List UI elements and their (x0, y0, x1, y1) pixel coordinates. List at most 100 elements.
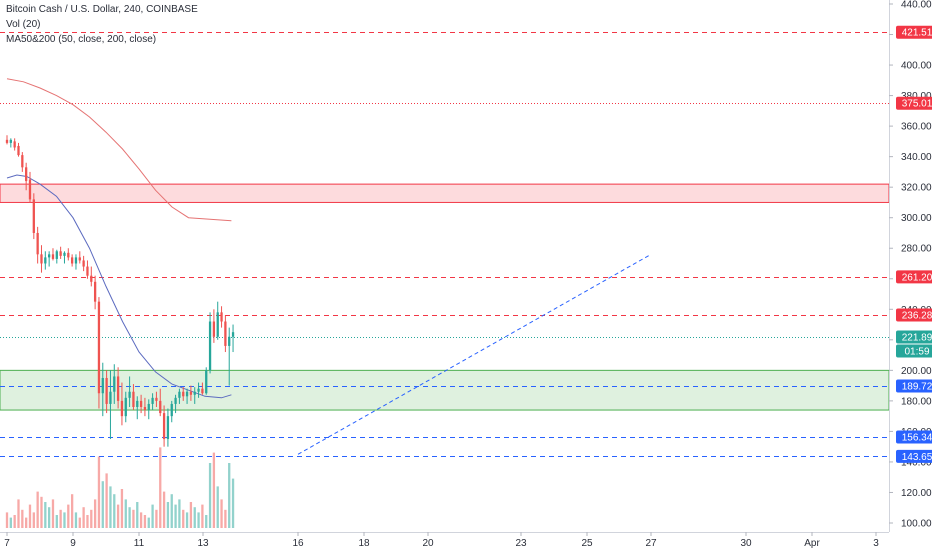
volume-bar[interactable] (40, 496, 43, 528)
volume-bar[interactable] (90, 509, 93, 528)
candle[interactable] (216, 312, 219, 337)
candle[interactable] (201, 388, 204, 394)
volume-bar[interactable] (216, 486, 219, 528)
candle[interactable] (208, 321, 212, 371)
candle[interactable] (166, 416, 170, 440)
candle[interactable] (159, 400, 162, 414)
resistance-zone[interactable] (0, 183, 890, 203)
volume-bar[interactable] (13, 515, 16, 528)
candle[interactable] (155, 397, 158, 401)
volume-bar[interactable] (63, 512, 66, 528)
volume-bar[interactable] (59, 509, 62, 528)
volume-bar[interactable] (93, 499, 97, 528)
volume-bar[interactable] (185, 512, 189, 528)
volume-bar[interactable] (139, 512, 143, 528)
volume-bar[interactable] (47, 507, 51, 528)
candle[interactable] (170, 403, 173, 417)
candle[interactable] (143, 406, 147, 411)
volume-bar[interactable] (124, 499, 127, 528)
volume-bar[interactable] (132, 509, 135, 528)
candle[interactable] (116, 376, 120, 401)
volume-bar[interactable] (105, 473, 108, 528)
ma50-line[interactable] (6, 174, 232, 399)
volume-bar[interactable] (113, 494, 116, 528)
volume-bar[interactable] (28, 504, 32, 528)
candle[interactable] (105, 377, 108, 404)
candle[interactable] (205, 370, 208, 394)
candle[interactable] (44, 257, 47, 264)
candle[interactable] (51, 254, 55, 259)
volume-bar[interactable] (147, 517, 150, 528)
volume-bar[interactable] (162, 491, 166, 528)
candle[interactable] (109, 391, 112, 404)
candle[interactable] (212, 321, 216, 337)
time-axis[interactable]: 7 9 11 13 16 18 20 23 25 27 30 Apr 3 (4, 532, 879, 549)
volume-bar[interactable] (101, 481, 104, 528)
price-badge[interactable] (896, 430, 932, 444)
candle[interactable] (67, 252, 70, 258)
volume-bar[interactable] (224, 509, 227, 528)
candle[interactable] (59, 251, 62, 256)
volume-bar[interactable] (25, 517, 28, 528)
price-badge[interactable] (896, 25, 932, 39)
candle[interactable] (25, 167, 28, 182)
support-zone[interactable] (0, 369, 890, 411)
volume-bar[interactable] (159, 447, 162, 528)
volume-bar[interactable] (67, 504, 70, 528)
volume-bar[interactable] (182, 509, 185, 528)
volume-bar[interactable] (208, 463, 212, 528)
candle[interactable] (224, 321, 227, 346)
candle[interactable] (55, 251, 58, 259)
volume-bar[interactable] (151, 504, 154, 528)
candle[interactable] (78, 257, 81, 261)
candle[interactable] (82, 260, 85, 267)
candle[interactable] (32, 199, 35, 233)
candle[interactable] (74, 257, 78, 264)
candle[interactable] (147, 403, 150, 411)
candle[interactable] (47, 254, 51, 258)
ma200-line[interactable] (6, 78, 232, 222)
volume-bar[interactable] (74, 512, 78, 528)
candle[interactable] (228, 336, 231, 346)
volume-bar[interactable] (228, 463, 231, 528)
volume-bar[interactable] (189, 502, 193, 528)
volume-bar[interactable] (21, 509, 24, 528)
price-badge[interactable] (896, 270, 932, 284)
candle[interactable] (17, 145, 20, 156)
volume-bar[interactable] (86, 515, 89, 528)
candle[interactable] (231, 332, 235, 337)
candle[interactable] (40, 254, 43, 264)
volume-bar[interactable] (166, 502, 170, 528)
candle[interactable] (93, 281, 97, 302)
volume-bar[interactable] (193, 507, 196, 528)
volume-bar[interactable] (231, 478, 235, 528)
volume-bar[interactable] (212, 452, 216, 528)
volume-bar[interactable] (143, 515, 147, 528)
candle[interactable] (174, 397, 177, 404)
price-badge[interactable] (896, 379, 932, 393)
candle[interactable] (182, 391, 185, 397)
volume-bar[interactable] (36, 491, 39, 528)
candle[interactable] (193, 391, 196, 395)
price-badge[interactable] (896, 449, 932, 463)
volume-bar[interactable] (205, 515, 208, 528)
countdown-badge[interactable] (896, 344, 932, 358)
volume-bar[interactable] (17, 499, 20, 528)
candle[interactable] (70, 257, 74, 264)
volume-bar[interactable] (116, 504, 120, 528)
candle[interactable] (97, 301, 101, 394)
volume-bar[interactable] (197, 512, 200, 528)
candle[interactable] (162, 413, 166, 440)
volume-bar[interactable] (78, 517, 81, 528)
volume-bar[interactable] (44, 502, 47, 528)
candle[interactable] (128, 391, 131, 398)
candle[interactable] (136, 400, 139, 407)
candle[interactable] (90, 275, 93, 282)
candle[interactable] (178, 391, 181, 398)
candle[interactable] (189, 391, 193, 395)
candle[interactable] (86, 266, 89, 276)
candle[interactable] (220, 312, 223, 322)
candle[interactable] (113, 376, 116, 392)
volume-bar[interactable] (170, 494, 173, 528)
